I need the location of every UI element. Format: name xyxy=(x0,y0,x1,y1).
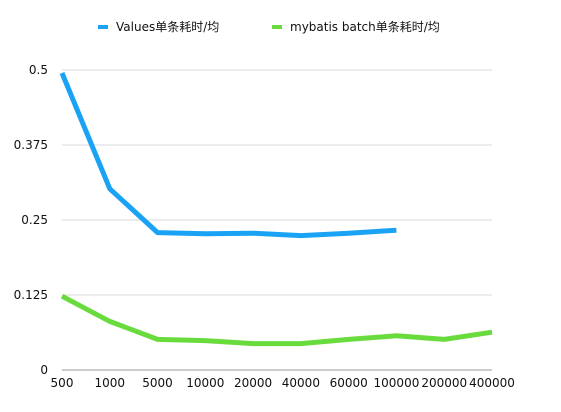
y-tick-label: 0.375 xyxy=(14,138,48,152)
x-tick-label: 200000 xyxy=(421,376,467,390)
y-axis-tick-labels: 0 0.125 0.25 0.375 0.5 xyxy=(14,63,48,377)
legend: Values单条耗时/均 mybatis batch单条耗时/均 xyxy=(98,20,440,34)
gridlines xyxy=(62,70,492,370)
x-tick-label: 100000 xyxy=(374,376,420,390)
legend-label: Values单条耗时/均 xyxy=(116,20,219,34)
y-tick-label: 0.5 xyxy=(29,63,48,77)
x-tick-label: 20000 xyxy=(234,376,272,390)
series-line-1 xyxy=(62,73,396,236)
y-tick-label: 0.25 xyxy=(21,213,48,227)
x-tick-label: 1000 xyxy=(95,376,126,390)
series-line-2 xyxy=(62,296,492,343)
series-lines xyxy=(62,73,492,344)
x-tick-label: 400000 xyxy=(469,376,515,390)
y-tick-label: 0.125 xyxy=(14,288,48,302)
x-axis-tick-labels: 500 1000 5000 10000 20000 40000 60000 100000 200… xyxy=(51,376,515,390)
legend-label: mybatis batch单条耗时/均 xyxy=(290,20,440,34)
x-tick-label: 500 xyxy=(51,376,74,390)
y-tick-label: 0 xyxy=(40,363,48,377)
x-tick-label: 60000 xyxy=(330,376,368,390)
x-tick-label: 40000 xyxy=(282,376,320,390)
x-tick-label: 5000 xyxy=(142,376,173,390)
x-tick-label: 10000 xyxy=(186,376,224,390)
